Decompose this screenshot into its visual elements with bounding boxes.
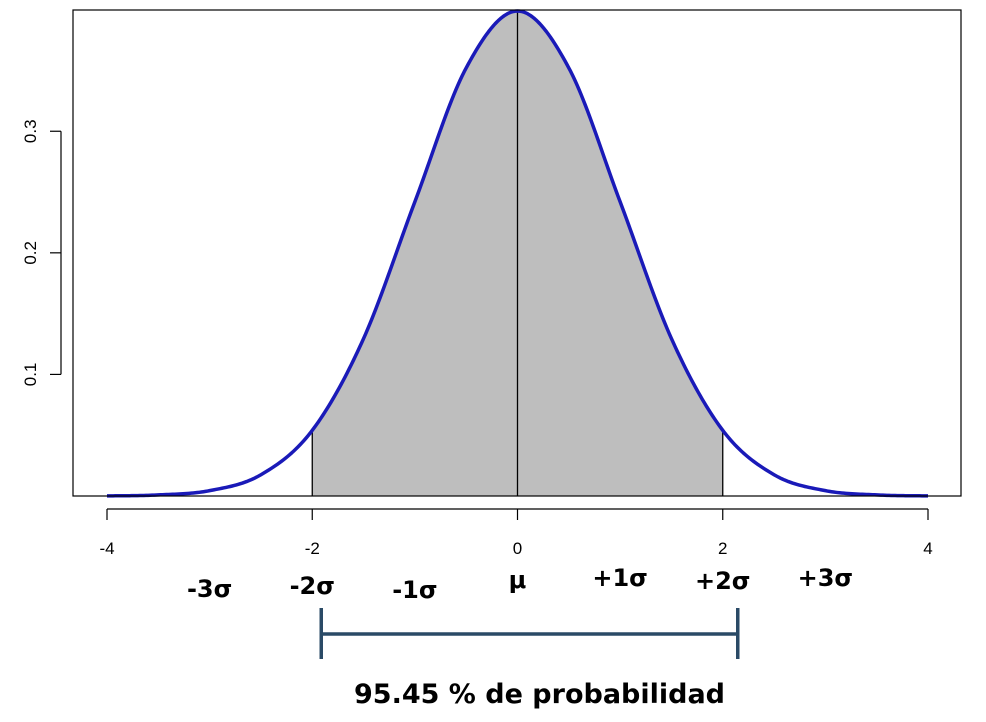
x-axis: -4 -2 0 2 4 xyxy=(99,508,933,558)
sigma-label: +2σ xyxy=(695,567,751,595)
sigma-label: +3σ xyxy=(798,564,854,592)
x-tick-label: 2 xyxy=(718,539,727,558)
sigma-label: +1σ xyxy=(592,564,648,592)
x-tick-label: 4 xyxy=(923,539,932,558)
y-tick-label: 0.2 xyxy=(21,241,40,265)
x-tick-label: 0 xyxy=(513,539,522,558)
sigma-labels: -3σ -2σ -1σ μ +1σ +2σ +3σ xyxy=(187,564,853,604)
sigma-label: -2σ xyxy=(290,572,335,600)
x-tick-label: -2 xyxy=(305,539,320,558)
y-tick-label: 0.1 xyxy=(21,363,40,387)
x-tick-label: -4 xyxy=(99,539,114,558)
sigma-label: -1σ xyxy=(392,576,437,604)
sigma-label: μ xyxy=(509,566,527,594)
vertical-lines-layer xyxy=(311,11,724,496)
y-tick-label: 0.3 xyxy=(21,119,40,143)
density-curve xyxy=(106,9,929,498)
probability-caption: 95.45 % de probabilidad xyxy=(354,679,725,710)
y-axis: 0.1 0.2 0.3 xyxy=(21,119,62,387)
sigma-label: -3σ xyxy=(187,575,232,603)
density-curve-layer xyxy=(106,9,929,498)
probability-bracket xyxy=(319,608,740,659)
plot-frame xyxy=(72,9,962,497)
